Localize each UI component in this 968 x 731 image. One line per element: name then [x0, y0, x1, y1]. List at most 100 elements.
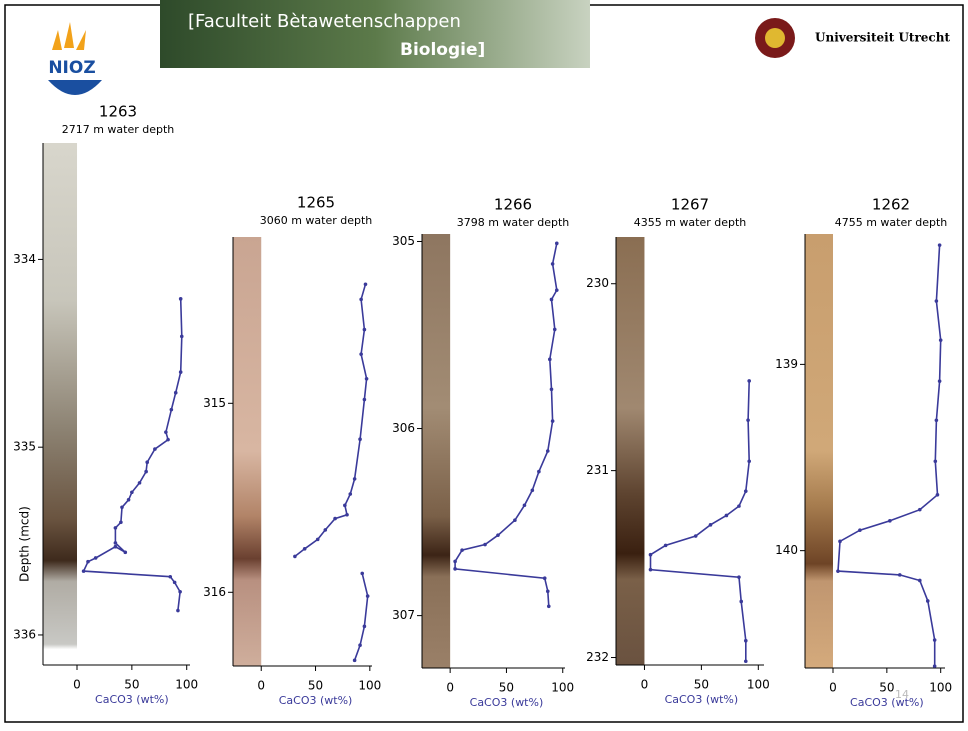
caco3-point: [554, 288, 559, 292]
caco3-point: [145, 460, 150, 465]
panel-title: 1265: [297, 194, 335, 212]
caco3-point: [365, 594, 370, 598]
panel-title: 1266: [494, 196, 532, 214]
caco3-point: [888, 519, 892, 523]
panels: 1263 2717 m water depth 334 335 336 0 50 100 CaC…: [13, 103, 952, 710]
caco3-point: [364, 376, 369, 381]
caco3-point: [113, 526, 118, 530]
panel-subtitle: 4755 m water depth: [835, 216, 948, 229]
caco3-point: [838, 539, 842, 544]
core-image: [43, 143, 78, 665]
caco3-point: [81, 569, 86, 573]
caco3-point: [153, 447, 157, 451]
nioz-logo: NIOZ: [48, 22, 102, 95]
caco3-point: [453, 567, 457, 571]
x-axis-label: CaCO3 (wt%): [850, 696, 924, 709]
core-image: [422, 234, 451, 668]
core-image: [233, 237, 262, 666]
banner-line1: [Faculteit Bètawetenschappen: [188, 11, 461, 32]
caco3-point: [542, 576, 547, 581]
x-tick-label: 50: [499, 681, 514, 695]
caco3-point: [549, 387, 554, 392]
x-tick-label: 0: [257, 679, 265, 693]
x-tick-label: 50: [124, 678, 139, 692]
caco3-point: [363, 282, 368, 287]
caco3-point: [360, 571, 365, 576]
caco3-point: [179, 334, 184, 339]
caco3-point: [737, 575, 741, 579]
caco3-point: [119, 520, 123, 525]
caco3-point: [86, 559, 90, 564]
caco3-point: [743, 638, 748, 643]
caco3-point: [359, 297, 363, 302]
x-tick-label: 50: [308, 679, 323, 693]
banner: [160, 0, 590, 68]
caco3-point: [164, 430, 168, 434]
panel-subtitle: 4355 m water depth: [634, 216, 747, 229]
core-image: [616, 237, 645, 665]
caco3-point: [550, 419, 555, 423]
x-tick-label: 100: [551, 681, 574, 695]
y-tick-label: 230: [586, 276, 609, 290]
caco3-point: [352, 658, 357, 663]
caco3-point: [648, 567, 653, 572]
y-tick-label: 336: [13, 627, 36, 641]
caco3-point: [169, 407, 174, 412]
caco3-point: [743, 659, 748, 664]
panel-subtitle: 2717 m water depth: [62, 123, 175, 136]
caco3-point: [937, 243, 942, 247]
y-tick-label: 139: [775, 357, 798, 371]
caco3-point: [166, 437, 170, 442]
panel-title: 1263: [99, 103, 137, 121]
y-axis-label: Depth (mcd): [18, 506, 32, 582]
x-tick-label: 100: [929, 681, 952, 695]
page-number: 14: [895, 688, 909, 701]
caco3-point: [513, 518, 517, 523]
caco3-point: [483, 542, 487, 547]
caco3-point: [323, 528, 328, 532]
caco3-point: [932, 664, 937, 668]
x-tick-label: 0: [73, 678, 81, 692]
caco3-point: [137, 481, 142, 485]
caco3-point: [93, 556, 98, 560]
y-tick-label: 307: [392, 608, 415, 622]
caco3-point: [747, 459, 751, 464]
caco3-point: [933, 459, 938, 464]
caco3-point: [546, 604, 551, 609]
caco3-point: [554, 241, 559, 246]
caco3-point: [172, 580, 177, 585]
x-tick-label: 0: [829, 681, 837, 695]
caco3-point: [545, 589, 550, 594]
caco3-point: [343, 503, 347, 508]
caco3-point: [113, 544, 118, 549]
caco3-point: [739, 599, 744, 604]
caco3-point: [362, 624, 367, 629]
x-tick-label: 100: [175, 678, 198, 692]
y-tick-label: 232: [586, 650, 609, 664]
caco3-point: [345, 513, 349, 517]
caco3-point: [333, 516, 337, 521]
caco3-point: [362, 327, 367, 332]
y-tick-label: 306: [392, 421, 415, 435]
x-tick-label: 100: [747, 678, 770, 692]
caco3-point: [168, 574, 173, 579]
caco3-point: [836, 569, 840, 573]
y-tick-label: 316: [203, 585, 226, 599]
y-tick-label: 231: [586, 463, 609, 477]
caco3-point: [648, 552, 653, 557]
caco3-point: [362, 397, 367, 402]
caco3-point: [743, 489, 748, 493]
panel-title: 1267: [671, 196, 709, 214]
caco3-point: [746, 418, 750, 422]
caco3-point: [925, 599, 930, 603]
caco3-point: [552, 327, 557, 332]
x-tick-label: 100: [358, 679, 381, 693]
caco3-point: [178, 370, 183, 374]
x-tick-label: 50: [694, 678, 709, 692]
caco3-point: [126, 497, 131, 502]
x-tick-label: 0: [641, 678, 649, 692]
x-axis-label: CaCO3 (wt%): [95, 693, 169, 706]
y-tick-label: 335: [13, 440, 36, 454]
caco3-point: [359, 352, 363, 356]
y-tick-label: 305: [392, 234, 415, 248]
